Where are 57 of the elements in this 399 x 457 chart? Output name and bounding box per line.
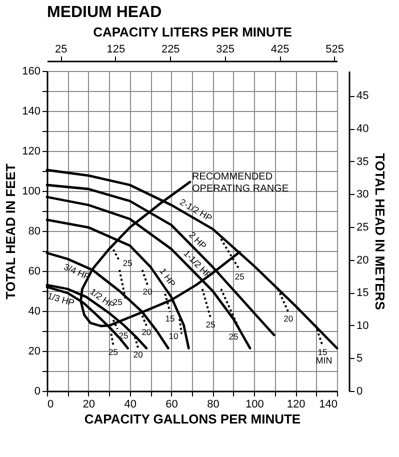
- series-label: 25: [112, 297, 123, 307]
- y-tick-label: 20: [28, 346, 40, 358]
- y-axis-title: TOTAL HEAD IN FEET: [3, 164, 18, 300]
- y2-tick-label: 40: [356, 123, 369, 136]
- series-label: 25: [108, 347, 118, 357]
- series-label: 10: [168, 330, 179, 341]
- y-tick-label: 60: [28, 266, 40, 278]
- series-label: 25: [234, 271, 245, 282]
- series-label: 20: [142, 286, 152, 296]
- x2-tick-label: 25: [55, 44, 68, 56]
- y2-tick-label: 45: [356, 90, 369, 102]
- y2-tick-label: 25: [356, 221, 369, 234]
- y2-tick-label: 5: [356, 352, 363, 365]
- y2-axis-title: TOTAL HEAD IN METERS: [372, 153, 388, 310]
- x-tick-label: 100: [245, 398, 264, 410]
- series-label: 15: [318, 347, 328, 357]
- text: 2-1/2 HP: [178, 196, 214, 224]
- annotation: MIN: [316, 356, 332, 366]
- y-tick-label: 120: [22, 146, 40, 158]
- y-tick-label: 140: [22, 106, 40, 118]
- y2-tick-label: 15: [356, 287, 369, 300]
- y-tick-label: 100: [22, 186, 40, 198]
- x-tick-label: 80: [207, 398, 220, 410]
- x2-tick-label: 125: [106, 44, 126, 56]
- series-label: 20: [133, 350, 144, 360]
- x-tick-label: 40: [124, 398, 136, 410]
- x-tick-label: 20: [82, 398, 96, 410]
- series-label: 25: [122, 258, 133, 268]
- y-tick-label: 0: [34, 386, 40, 398]
- x-tick-label: 120: [286, 398, 306, 410]
- x2-tick-label: 325: [216, 44, 235, 56]
- text: 1/3 HP: [46, 290, 76, 308]
- text: 1 HP: [158, 266, 178, 289]
- x2-tick-label: 225: [161, 44, 180, 56]
- chart-title: MEDIUM HEAD: [47, 4, 162, 21]
- x-tick-label: 60: [166, 398, 178, 410]
- x2-axis-title: CAPACITY LITERS PER MINUTE: [93, 24, 292, 40]
- y-tick-label: 80: [28, 226, 40, 238]
- series-label: 20: [284, 313, 294, 324]
- y-tick-label: 40: [28, 306, 40, 318]
- x-axis-title: CAPACITY GALLONS PER MINUTE: [84, 412, 301, 426]
- series-label: 20: [142, 327, 152, 337]
- text: 2 HP: [187, 230, 208, 252]
- y2-tick-label: 35: [356, 156, 369, 168]
- y2-tick-label: 10: [356, 320, 369, 332]
- annotation: RECOMMENDED OPERATING RANGE: [192, 172, 289, 195]
- x2-tick-label: 525: [326, 44, 344, 56]
- x-tick-label: 0: [48, 398, 54, 410]
- y2-tick-label: 0: [356, 386, 363, 398]
- series-label: 15: [165, 313, 176, 324]
- series-label: 25: [206, 320, 216, 330]
- x-tick-label: 140: [319, 398, 338, 410]
- y2-tick-label: 20: [356, 254, 369, 266]
- y2-tick-label: 30: [356, 188, 369, 201]
- series-label: 25: [228, 331, 239, 342]
- x2-tick-label: 425: [270, 44, 290, 56]
- y-tick-label: 160: [22, 66, 40, 78]
